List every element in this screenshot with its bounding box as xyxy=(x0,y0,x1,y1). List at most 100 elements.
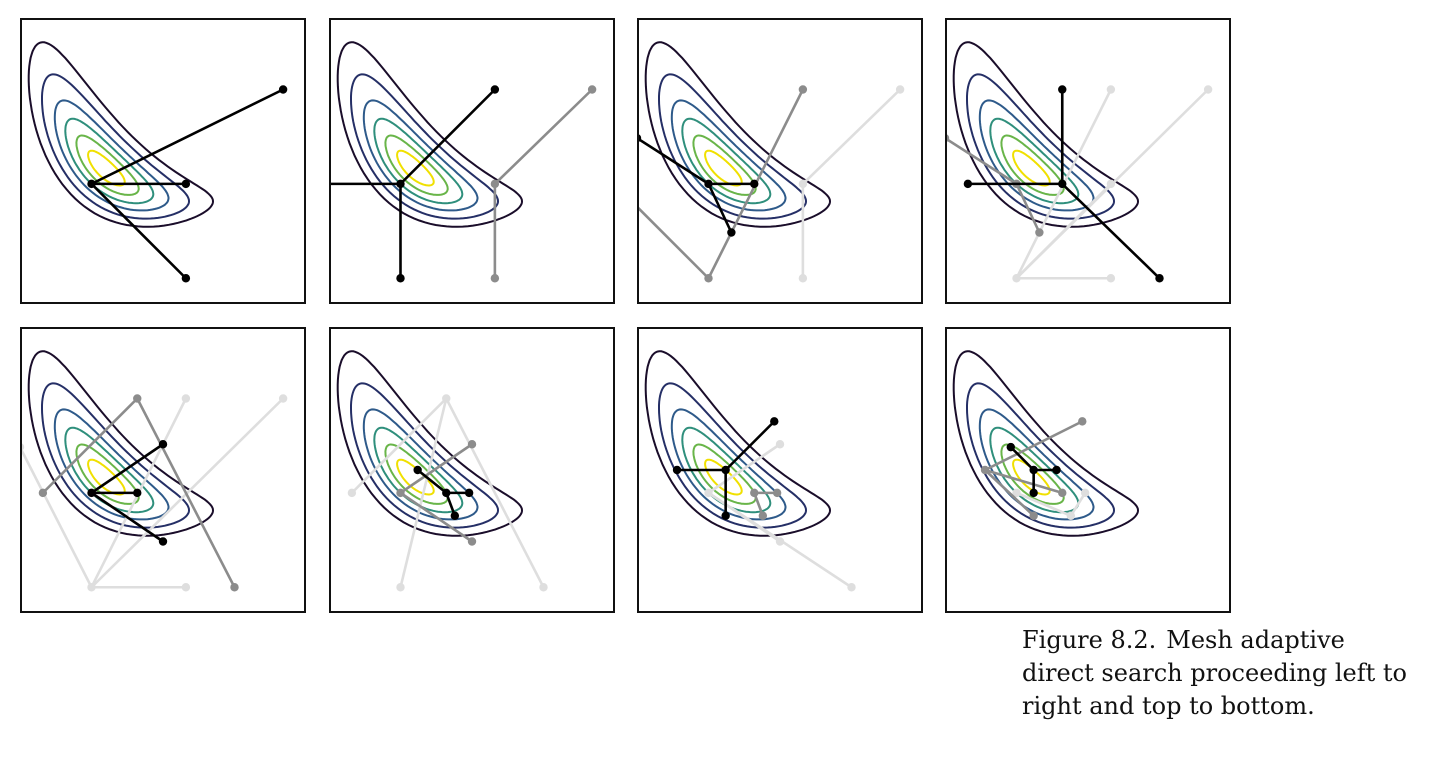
contour-line xyxy=(692,443,757,505)
older-poll-point xyxy=(1203,85,1213,94)
older-center-point xyxy=(442,394,451,403)
current-center-point xyxy=(87,179,96,189)
previous-center-point xyxy=(704,274,713,283)
contour-line xyxy=(362,408,479,521)
previous-step-line xyxy=(493,88,594,186)
contour-line xyxy=(336,41,524,228)
previous-poll-point xyxy=(230,583,239,592)
contour-line xyxy=(966,73,1116,220)
current-poll-point xyxy=(396,274,405,283)
contour-line xyxy=(384,134,449,196)
contour-line xyxy=(350,73,500,220)
contour-line xyxy=(952,41,1140,228)
current-step-line xyxy=(637,136,710,186)
older-step-line xyxy=(1069,491,1087,518)
caption-label: Figure 8.2. xyxy=(1022,626,1157,654)
contour-line xyxy=(692,134,757,196)
older-step-line xyxy=(20,445,93,589)
panel-5 xyxy=(20,327,306,613)
plot-area xyxy=(27,41,288,283)
current-poll-point xyxy=(278,85,288,94)
panel-frame xyxy=(329,18,615,304)
caption-text: Mesh adaptive direct search proceeding l… xyxy=(1022,626,1408,720)
previous-step-line xyxy=(399,491,474,543)
older-poll-point xyxy=(1080,488,1090,498)
panel-6 xyxy=(329,327,615,613)
current-center-point xyxy=(721,465,730,475)
previous-center-point xyxy=(396,488,405,498)
contour-line xyxy=(670,408,787,521)
previous-poll-point xyxy=(587,85,597,94)
older-step-line xyxy=(801,88,902,186)
panel-frame xyxy=(637,327,923,613)
current-poll-point xyxy=(963,179,973,189)
older-poll-point xyxy=(775,537,785,546)
panel-3 xyxy=(637,18,923,304)
current-center-point xyxy=(704,179,713,189)
current-center-point xyxy=(1029,465,1038,475)
panel-2 xyxy=(329,18,615,304)
older-step-line xyxy=(444,397,545,589)
previous-poll-point xyxy=(772,488,782,498)
current-poll-point xyxy=(181,179,191,189)
current-poll-point xyxy=(750,179,759,189)
panel-7 xyxy=(637,327,923,613)
previous-poll-point xyxy=(467,537,477,546)
panel-frame xyxy=(20,327,306,613)
previous-center-point xyxy=(750,488,759,498)
previous-poll-point xyxy=(798,85,808,94)
current-step-line xyxy=(90,88,285,186)
older-step-line xyxy=(707,442,782,495)
current-step-line xyxy=(90,491,165,543)
contour-line xyxy=(53,408,170,521)
older-poll-point xyxy=(847,583,856,592)
contour-line xyxy=(64,117,155,205)
previous-step-line xyxy=(983,468,1035,518)
older-center-point xyxy=(1066,511,1076,520)
contour-line xyxy=(373,117,464,205)
previous-step-line xyxy=(135,397,236,589)
current-poll-point xyxy=(181,274,191,283)
plot-area xyxy=(644,350,856,592)
contour-line xyxy=(989,117,1080,205)
older-poll-point xyxy=(278,394,288,403)
current-poll-point xyxy=(672,465,682,475)
contour-line xyxy=(1000,134,1065,196)
panel-frame xyxy=(20,18,306,304)
current-poll-point xyxy=(727,228,736,237)
current-step-line xyxy=(90,182,188,280)
contour-line xyxy=(75,134,140,196)
older-poll-point xyxy=(1012,488,1021,498)
older-poll-point xyxy=(1106,179,1116,189)
older-poll-point xyxy=(1106,85,1116,94)
current-poll-point xyxy=(1058,85,1067,94)
contour-line xyxy=(396,149,435,187)
current-step-line xyxy=(724,420,776,472)
previous-step-line xyxy=(945,136,1018,186)
current-step-line xyxy=(90,442,165,495)
contour-line xyxy=(644,41,832,228)
contour-line xyxy=(396,458,435,496)
current-poll-point xyxy=(490,85,500,94)
plot-area xyxy=(952,350,1140,537)
current-poll-point xyxy=(1029,488,1038,498)
contour-line xyxy=(966,382,1116,529)
previous-center-point xyxy=(490,179,500,189)
older-poll-point xyxy=(347,488,357,498)
contour-line xyxy=(681,117,772,205)
panel-frame xyxy=(329,327,615,613)
contour-line xyxy=(704,149,743,187)
previous-poll-point xyxy=(1078,417,1087,426)
panel-frame xyxy=(637,18,923,304)
previous-poll-point xyxy=(1058,488,1067,498)
current-poll-point xyxy=(1006,442,1015,452)
contour-line xyxy=(978,408,1095,521)
older-poll-point xyxy=(539,583,548,592)
panel-frame xyxy=(945,18,1231,304)
contour-line xyxy=(1000,443,1065,505)
previous-poll-point xyxy=(758,511,768,520)
previous-step-line xyxy=(1015,182,1041,234)
current-center-point xyxy=(396,179,405,189)
plot-area xyxy=(329,41,597,283)
contour-line xyxy=(989,426,1080,514)
